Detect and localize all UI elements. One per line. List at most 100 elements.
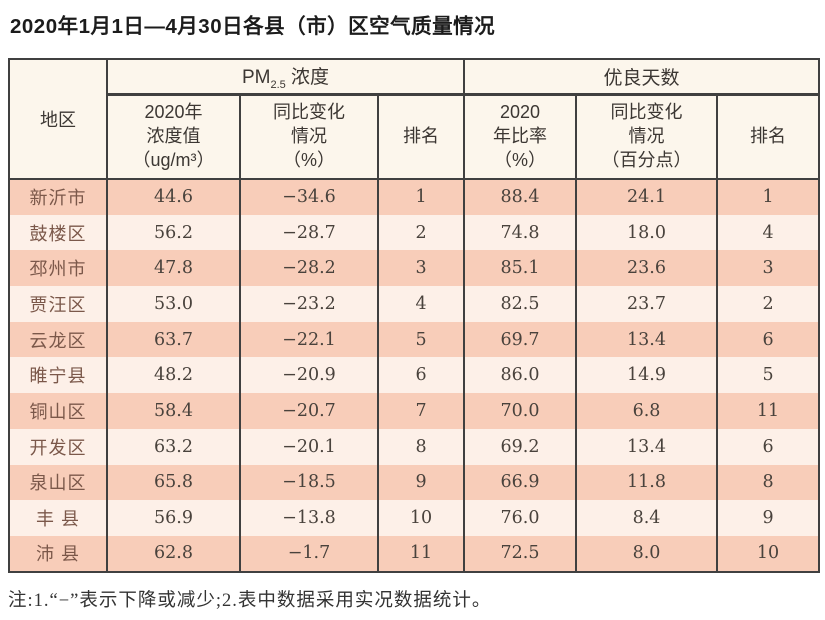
- value-cell: 9: [716, 500, 821, 536]
- column-header-good-rank: 排名: [716, 94, 821, 180]
- value-cell: 8: [716, 464, 821, 501]
- value-cell: 10: [716, 535, 821, 572]
- value-cell: 8.4: [575, 500, 719, 536]
- value-cell: 44.6: [106, 179, 241, 215]
- value-cell: 10: [376, 500, 466, 536]
- table-row: 云龙区 63.7 −22.1 5 69.7 13.4 6: [8, 321, 821, 358]
- region-cell: 铜山区: [8, 393, 108, 429]
- column-header-pm-change: 同比变化 情况 （%）: [239, 94, 379, 180]
- value-cell: 11: [376, 535, 466, 572]
- value-cell: 56.9: [106, 500, 241, 536]
- region-cell: 云龙区: [8, 321, 108, 358]
- region-cell: 开发区: [8, 428, 108, 465]
- value-cell: 7: [376, 393, 466, 429]
- table-row: 开发区 63.2 −20.1 8 69.2 13.4 6: [8, 428, 821, 465]
- value-cell: 4: [376, 286, 466, 322]
- value-cell: 8: [376, 428, 466, 465]
- value-cell: 23.6: [575, 250, 719, 287]
- value-cell: 63.2: [106, 428, 241, 465]
- header-group-row: 地区 PM2.5 浓度 优良天数: [8, 59, 821, 180]
- table-row: 沛 县 62.8 −1.7 11 72.5 8.0 10: [8, 535, 821, 572]
- value-cell: 11: [716, 393, 821, 429]
- value-cell: 70.0: [463, 393, 578, 429]
- region-cell: 贾汪区: [8, 286, 108, 322]
- table-row: 邳州市 47.8 −28.2 3 85.1 23.6 3: [8, 250, 821, 287]
- table-header: 地区 PM2.5 浓度 优良天数 2020年 浓度值 （ug/m³） 同比变化 …: [8, 59, 821, 180]
- value-cell: −20.1: [239, 428, 379, 465]
- air-quality-table: 地区 PM2.5 浓度 优良天数 2020年 浓度值 （ug/m³） 同比变化 …: [8, 58, 821, 573]
- value-cell: 69.2: [463, 428, 578, 465]
- value-cell: 69.7: [463, 321, 578, 358]
- value-cell: 58.4: [106, 393, 241, 429]
- value-cell: 86.0: [463, 357, 578, 394]
- table-body: 新沂市 44.6 −34.6 1 88.4 24.1 1 鼓楼区 56.2 −28.7 2 74.8 1…: [8, 179, 821, 572]
- column-header-pm-rank: 排名: [376, 94, 466, 180]
- value-cell: −20.9: [239, 357, 379, 394]
- value-cell: 6: [716, 321, 821, 358]
- value-cell: 74.8: [463, 214, 578, 251]
- value-cell: 3: [376, 250, 466, 287]
- value-cell: 6: [716, 428, 821, 465]
- table-row: 新沂市 44.6 −34.6 1 88.4 24.1 1: [8, 179, 821, 215]
- value-cell: 48.2: [106, 357, 241, 394]
- value-cell: 5: [376, 321, 466, 358]
- pm25-subscript: 2.5: [270, 78, 286, 91]
- value-cell: 76.0: [463, 500, 578, 536]
- table-row: 鼓楼区 56.2 −28.7 2 74.8 18.0 4: [8, 214, 821, 251]
- value-cell: 18.0: [575, 214, 719, 251]
- value-cell: 23.7: [575, 286, 719, 322]
- value-cell: 14.9: [575, 357, 719, 394]
- value-cell: 11.8: [575, 464, 719, 501]
- value-cell: 8.0: [575, 535, 719, 572]
- value-cell: −28.7: [239, 214, 379, 251]
- value-cell: 72.5: [463, 535, 578, 572]
- value-cell: 13.4: [575, 428, 719, 465]
- value-cell: 62.8: [106, 535, 241, 572]
- region-cell: 丰 县: [8, 500, 108, 536]
- value-cell: 1: [376, 179, 466, 215]
- value-cell: 6.8: [575, 393, 719, 429]
- value-cell: 13.4: [575, 321, 719, 358]
- header-sub-row: 2020年 浓度值 （ug/m³） 同比变化 情况 （%） 排名 2020 年比…: [9, 94, 821, 180]
- value-cell: 56.2: [106, 214, 241, 251]
- value-cell: 63.7: [106, 321, 241, 358]
- table-row: 丰 县 56.9 −13.8 10 76.0 8.4 9: [8, 500, 821, 536]
- column-header-pm-value: 2020年 浓度值 （ug/m³）: [106, 94, 241, 180]
- region-cell: 睢宁县: [8, 357, 108, 394]
- value-cell: 88.4: [463, 179, 578, 215]
- value-cell: −20.7: [239, 393, 379, 429]
- value-cell: 5: [716, 357, 821, 394]
- table-row: 睢宁县 48.2 −20.9 6 86.0 14.9 5: [8, 357, 821, 394]
- value-cell: −18.5: [239, 464, 379, 501]
- value-cell: −28.2: [239, 250, 379, 287]
- region-cell: 邳州市: [8, 250, 108, 287]
- value-cell: −34.6: [239, 179, 379, 215]
- column-group-good-days: 优良天数: [463, 59, 821, 96]
- value-cell: −22.1: [239, 321, 379, 358]
- page-title: 2020年1月1日—4月30日各县（市）区空气质量情况: [10, 15, 496, 38]
- value-cell: 65.8: [106, 464, 241, 501]
- table-row: 铜山区 58.4 −20.7 7 70.0 6.8 11: [8, 393, 821, 429]
- value-cell: 53.0: [106, 286, 241, 322]
- value-cell: 4: [716, 214, 821, 251]
- value-cell: 3: [716, 250, 821, 287]
- value-cell: 6: [376, 357, 466, 394]
- value-cell: 1: [716, 179, 821, 215]
- value-cell: 9: [376, 464, 466, 501]
- region-cell: 沛 县: [8, 535, 108, 572]
- table-row: 贾汪区 53.0 −23.2 4 82.5 23.7 2: [8, 286, 821, 322]
- region-cell: 新沂市: [8, 179, 108, 215]
- value-cell: 2: [716, 286, 821, 322]
- value-cell: 82.5: [463, 286, 578, 322]
- column-header-region: 地区: [8, 59, 108, 180]
- value-cell: −1.7: [239, 535, 379, 572]
- value-cell: 47.8: [106, 250, 241, 287]
- table-row: 泉山区 65.8 −18.5 9 66.9 11.8 8: [8, 464, 821, 501]
- value-cell: 2: [376, 214, 466, 251]
- region-cell: 鼓楼区: [8, 214, 108, 251]
- value-cell: −23.2: [239, 286, 379, 322]
- value-cell: 24.1: [575, 179, 719, 215]
- column-group-pm25: PM2.5 浓度: [105, 59, 466, 96]
- value-cell: −13.8: [239, 500, 379, 536]
- value-cell: 85.1: [463, 250, 578, 287]
